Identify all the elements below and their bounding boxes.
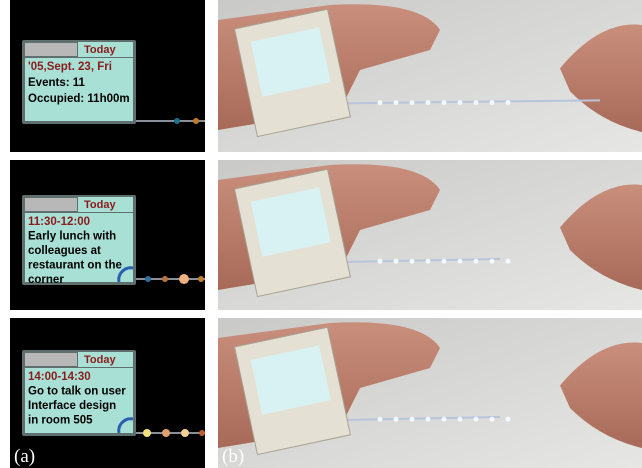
led — [143, 429, 151, 437]
panel-label: (a) — [14, 446, 35, 467]
tab-label: Today — [84, 199, 116, 211]
led-glow — [458, 417, 463, 422]
led-glow — [410, 417, 415, 422]
led-glow — [506, 100, 511, 105]
led-glow — [458, 100, 463, 105]
led — [199, 430, 205, 436]
screen-text: Go to talk on user — [28, 386, 126, 398]
tab-label: Today — [84, 354, 116, 366]
figure: Today '05,Sept. 23, Fri Events: 11 Occupied… — [0, 0, 642, 468]
tab-blank — [25, 43, 77, 56]
screen-text: restaurant on the — [28, 260, 122, 272]
led-glow — [458, 259, 463, 264]
screen-text: 11:30-12:00 — [28, 216, 90, 228]
led-glow — [394, 259, 399, 264]
led-glow — [506, 417, 511, 422]
screen-text: Occupied: 11h00m — [28, 93, 130, 105]
tab-label: Today — [84, 44, 116, 56]
led — [145, 276, 151, 282]
led-glow — [474, 259, 479, 264]
led-glow — [490, 259, 495, 264]
led — [193, 118, 199, 124]
led-glow — [378, 417, 383, 422]
led-glow — [410, 100, 415, 105]
led — [198, 276, 204, 282]
led-glow — [426, 417, 431, 422]
screen-text: in room 505 — [28, 415, 93, 427]
screen-text: colleagues at — [28, 245, 101, 257]
led-glow — [378, 259, 383, 264]
screen-text: Early lunch with — [28, 231, 116, 243]
screen-text: corner — [28, 274, 64, 286]
row: Today 11:30-12:00 Early lunch with colleagu… — [10, 160, 642, 310]
led-glow — [442, 100, 447, 105]
led — [162, 276, 168, 282]
screen-text: Interface design — [28, 400, 116, 412]
led-glow — [474, 417, 479, 422]
led-glow — [426, 259, 431, 264]
led-glow — [490, 417, 495, 422]
led-glow — [410, 259, 415, 264]
screen-text: '05,Sept. 23, Fri — [28, 61, 112, 73]
led-glow — [426, 100, 431, 105]
screen-text: Events: 11 — [28, 77, 85, 89]
led-glow — [394, 100, 399, 105]
led — [174, 118, 180, 124]
row: Today '05,Sept. 23, Fri Events: 11 Occupied… — [10, 0, 642, 152]
led-glow — [490, 100, 495, 105]
led — [179, 274, 189, 284]
led-glow — [442, 259, 447, 264]
led-glow — [394, 417, 399, 422]
tab-blank — [25, 353, 77, 366]
led-glow — [442, 417, 447, 422]
led-glow — [506, 259, 511, 264]
led-glow — [474, 100, 479, 105]
panel-label: (b) — [222, 446, 244, 467]
tab-blank — [25, 198, 77, 211]
led — [162, 429, 170, 437]
row: Today 14:00-14:30 Go to talk on user Interf… — [10, 318, 642, 468]
screen-text: 14:00-14:30 — [28, 371, 91, 383]
led-glow — [378, 100, 383, 105]
led — [181, 429, 189, 437]
